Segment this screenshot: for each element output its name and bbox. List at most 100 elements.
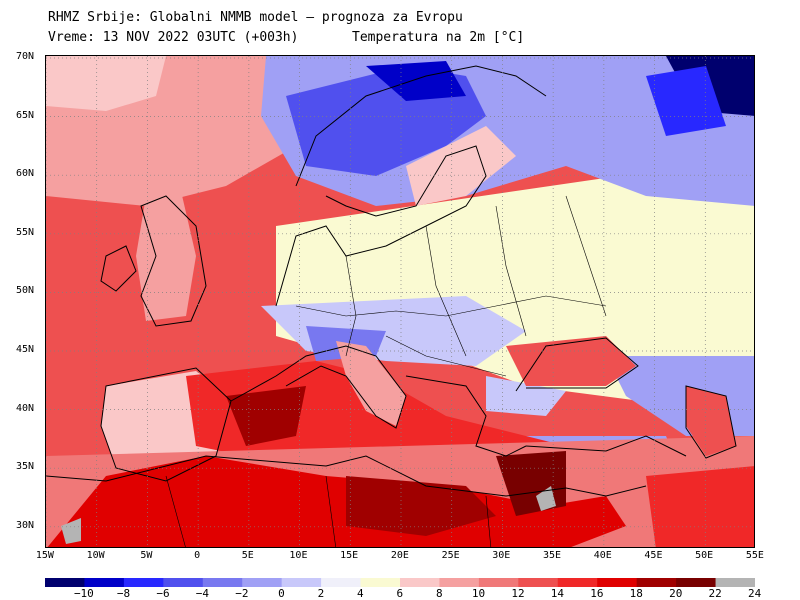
ireland-coast <box>100 245 137 292</box>
legend-swatch <box>715 578 755 587</box>
map-canvas <box>46 56 754 547</box>
legend-swatch <box>557 578 598 587</box>
lon-label: 30E <box>492 550 511 561</box>
border-line-9 <box>485 495 492 547</box>
africa-coast <box>46 455 647 497</box>
black-sea <box>506 336 636 386</box>
lon-label: 55E <box>745 550 764 561</box>
lat-label: 45N <box>16 344 35 355</box>
legend-swatch <box>202 578 243 587</box>
lat-label: 60N <box>16 168 35 180</box>
forecast-time: Vreme: 13 NOV 2022 03UTC (+003h) <box>48 30 299 45</box>
lat-label: 50N <box>16 285 35 297</box>
middle-east-warm <box>646 466 754 547</box>
border-line-6 <box>385 335 507 377</box>
sahara-hot <box>47 456 626 547</box>
legend-swatch <box>163 578 204 587</box>
caspian-coast <box>685 385 737 459</box>
balkans-cool <box>486 376 566 416</box>
coastlines <box>46 65 737 497</box>
balkans-coast <box>405 375 527 457</box>
lat-label: 30N <box>16 519 35 531</box>
border-line-5 <box>565 195 607 317</box>
lon-label: 0 <box>194 550 201 561</box>
legend-swatch <box>400 578 440 587</box>
border-line-1 <box>295 295 607 317</box>
far-north-atlantic <box>46 56 166 111</box>
libya-very-hot <box>346 476 496 536</box>
legend-label: −8 <box>116 587 131 600</box>
turkey-south-coast <box>525 435 687 457</box>
temperature-map <box>45 55 755 548</box>
legend-label: −2 <box>235 587 249 600</box>
lon-label: 5W <box>140 550 153 561</box>
lon-label: 15E <box>340 550 359 561</box>
legend-label: −10 <box>73 587 94 600</box>
lon-label: 20E <box>390 550 409 561</box>
legend-label: 16 <box>590 587 604 600</box>
legend-swatch <box>84 578 125 587</box>
uk-land <box>136 191 196 321</box>
atlas-grey-spot <box>61 518 81 544</box>
legend-swatch <box>518 578 559 587</box>
legend-swatch <box>281 578 322 587</box>
lat-label: 70N <box>16 51 35 62</box>
legend-label: −4 <box>195 587 210 600</box>
lat-label: 65N <box>16 109 35 121</box>
lon-label: 15W <box>35 550 54 561</box>
border-line-2 <box>345 255 357 357</box>
legend-label: 8 <box>435 587 443 600</box>
lon-label: 5E <box>241 550 254 561</box>
legend-swatch <box>478 578 519 587</box>
legend-label: 22 <box>708 587 722 600</box>
lon-label: 10E <box>289 550 308 561</box>
legend-swatch <box>321 578 362 587</box>
legend-label: 6 <box>396 587 404 600</box>
desert-grey-spot <box>536 486 556 511</box>
france-italy-coast <box>230 345 407 429</box>
legend-label: 14 <box>550 587 565 600</box>
border-line-3 <box>425 225 467 357</box>
legend-swatch <box>123 578 164 587</box>
legend-label: −6 <box>156 587 170 600</box>
iberia-coast <box>100 367 232 482</box>
border-line-7 <box>165 475 186 547</box>
black-sea-coast <box>515 337 639 392</box>
legend-label: 0 <box>278 587 285 600</box>
legend-swatch <box>676 578 717 587</box>
country-borders <box>165 195 607 547</box>
legend-label: 10 <box>471 587 486 600</box>
north-sea-baltic-coast <box>275 145 487 307</box>
russia-very-cold <box>646 66 726 136</box>
lat-label: 40N <box>16 402 35 414</box>
color-legend <box>45 578 755 587</box>
baltic-warm <box>406 126 516 206</box>
western-med-hot <box>226 386 306 446</box>
lon-label: 10W <box>86 550 105 561</box>
lon-label: 35E <box>542 550 562 561</box>
legend-label: 20 <box>669 587 683 600</box>
legend-label: 12 <box>511 587 525 600</box>
lon-label: 45E <box>644 550 663 561</box>
legend-label: 2 <box>317 587 325 600</box>
legend-label: 24 <box>748 587 762 600</box>
legend-swatch <box>242 578 283 587</box>
legend-swatch <box>439 578 480 587</box>
variable-label: Temperatura na 2m [°C] <box>352 30 525 45</box>
lat-label: 35N <box>16 461 35 473</box>
uk-coast <box>140 195 207 327</box>
border-line-4 <box>495 205 527 337</box>
lon-label: 25E <box>441 550 460 561</box>
legend-label: 18 <box>629 587 643 600</box>
lapland-very-cold <box>366 61 466 101</box>
caspian-sea <box>686 386 736 456</box>
italy-land <box>336 341 406 426</box>
legend-label: 4 <box>357 587 364 600</box>
map-title: RHMZ Srbije: Globalni NMMB model — progn… <box>48 10 463 25</box>
scandinavia-coast <box>295 65 547 187</box>
lat-label: 55N <box>16 226 35 238</box>
lon-label: 40E <box>593 550 612 561</box>
legend-swatch <box>597 578 638 587</box>
legend-swatch <box>45 578 85 587</box>
legend-swatch <box>636 578 677 587</box>
